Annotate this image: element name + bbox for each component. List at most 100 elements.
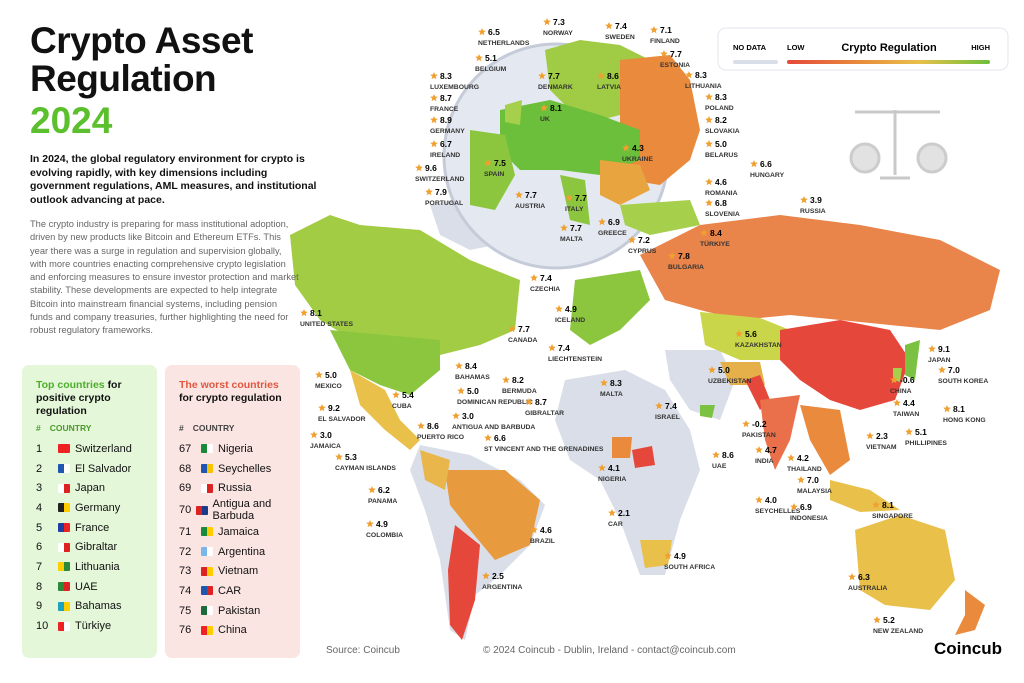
country-row: 71 Jamaica xyxy=(179,522,290,542)
country-label: 8.6 PUERTO RICO xyxy=(417,421,464,441)
score: 7.7 xyxy=(525,190,537,200)
score: 8.1 xyxy=(310,308,322,318)
star-icon xyxy=(543,18,551,26)
country-label: 4.1 NIGERIA xyxy=(598,463,626,483)
country-label: 7.7 ITALY xyxy=(565,193,587,213)
star-icon xyxy=(368,486,376,494)
score: 7.9 xyxy=(435,187,447,197)
country-label: 7.7 DENMARK xyxy=(538,71,573,91)
score: 7.7 xyxy=(548,71,560,81)
rank: 75 xyxy=(179,604,192,617)
star-icon xyxy=(700,229,708,237)
country-name: PAKISTAN xyxy=(742,432,776,439)
star-icon xyxy=(335,453,343,461)
col-rank: # xyxy=(36,423,41,433)
country-label: 4.2 THAILAND xyxy=(787,453,822,473)
country-name: BRAZIL xyxy=(530,538,555,545)
score: 6.6 xyxy=(494,433,506,443)
country-row: 67 Nigeria xyxy=(179,439,290,459)
star-icon xyxy=(548,344,556,352)
rank: 5 xyxy=(36,521,43,534)
star-icon xyxy=(712,451,720,459)
country-label: 7.1 FINLAND xyxy=(650,25,680,45)
score: 5.3 xyxy=(345,452,357,462)
country-label: 7.7 CANADA xyxy=(508,324,538,344)
score: 8.7 xyxy=(535,397,547,407)
country-label: 4.9 COLOMBIA xyxy=(366,519,403,539)
legend-no-data: NO DATA xyxy=(733,43,767,52)
country: Gibraltar xyxy=(75,541,118,554)
country-label: 7.2 CYPRUS xyxy=(628,235,657,255)
country-label: 6.5 NETHERLANDS xyxy=(478,27,530,47)
star-icon xyxy=(735,330,743,338)
country-name: LUXEMBOURG xyxy=(430,84,479,91)
title-bold: The worst countries xyxy=(179,379,279,391)
score: 7.3 xyxy=(553,17,565,27)
country-label: 8.1UK xyxy=(540,103,562,123)
star-icon xyxy=(890,376,898,384)
star-icon xyxy=(628,236,636,244)
country: Seychelles xyxy=(218,462,272,475)
country-name: UZBEKISTAN xyxy=(708,378,751,385)
country-name: ST VINCENT AND THE GRENADINES xyxy=(484,446,604,453)
legend-high: HIGH xyxy=(971,43,990,52)
country-label: 8.3 LUXEMBOURG xyxy=(430,71,479,91)
color-scale xyxy=(787,60,990,64)
score: 4.0 xyxy=(765,495,777,505)
score: 5.6 xyxy=(745,329,757,339)
country-label: -0.2 PAKISTAN xyxy=(742,419,776,439)
country-name: SWEDEN xyxy=(605,34,635,41)
country-row: 70 Antigua and Barbuda xyxy=(179,498,290,522)
country: Nigeria xyxy=(218,442,253,455)
country-row: 3 Japan xyxy=(36,478,147,498)
score: -0.2 xyxy=(752,419,767,429)
country-name: UAE xyxy=(712,463,727,470)
country: China xyxy=(218,624,247,637)
country-name: ISRAEL xyxy=(655,414,680,421)
country-name: PANAMA xyxy=(368,498,397,505)
star-icon xyxy=(787,454,795,462)
scales-icon xyxy=(849,110,948,180)
star-icon xyxy=(742,420,750,428)
flag xyxy=(201,444,213,454)
country-label: 8.9 GERMANY xyxy=(430,115,465,135)
country-name: HONG KONG xyxy=(943,417,986,424)
star-icon xyxy=(705,93,713,101)
rows: 1 Switzerland 2 El Salvador 3 Japan 4 Germany 5 F… xyxy=(36,439,147,636)
legend-low: LOW xyxy=(787,43,805,52)
score: 7.0 xyxy=(807,475,819,485)
star-icon xyxy=(392,391,400,399)
star-icon xyxy=(318,404,326,412)
europe-inset xyxy=(442,40,700,270)
body-text: The crypto industry is preparing for mas… xyxy=(30,219,299,336)
star-icon xyxy=(655,402,663,410)
panel-title: The worst countries for crypto regulatio… xyxy=(179,379,290,423)
score: 8.2 xyxy=(512,375,524,385)
country-label: 8.3 MALTA xyxy=(600,378,623,398)
country-label: 8.6 UAE xyxy=(712,450,734,470)
country-label: 2.3 VIETNAM xyxy=(866,431,897,451)
country-label: 5.1 BELGIUM xyxy=(475,53,507,73)
country: Argentina xyxy=(218,545,266,558)
country-name: NETHERLANDS xyxy=(478,40,530,47)
country: Pakistan xyxy=(218,604,261,617)
no-data-swatch xyxy=(733,60,778,64)
country-label: 5.0 UZBEKISTAN xyxy=(708,365,751,385)
top-panel: Top countries for positive crypto regula… xyxy=(22,365,157,658)
score: 8.3 xyxy=(610,378,622,388)
country-name: BULGARIA xyxy=(668,264,704,271)
country-label: 5.0 DOMINICAN REPUBLIC xyxy=(457,386,533,406)
score: 7.1 xyxy=(660,25,672,35)
country-label: 6.7 IRELAND xyxy=(430,139,460,159)
col-country: COUNTRY xyxy=(192,423,235,433)
star-icon xyxy=(872,501,880,509)
star-icon xyxy=(705,199,713,207)
flag xyxy=(201,527,213,537)
country-label: 7.7 MALTA xyxy=(560,223,583,243)
flag xyxy=(201,566,213,576)
country-label: 8.6 LATVIA xyxy=(597,71,621,91)
rank: 2 xyxy=(36,462,43,475)
star-icon xyxy=(530,274,538,282)
country-name: GIBRALTAR xyxy=(525,410,564,417)
score: 8.6 xyxy=(722,450,734,460)
